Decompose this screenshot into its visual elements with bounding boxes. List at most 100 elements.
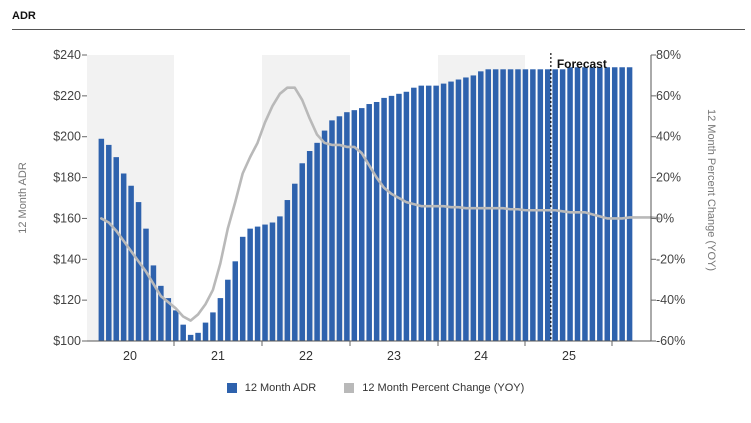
adr-bar — [500, 69, 506, 342]
forecast-label: Forecast — [557, 57, 607, 71]
adr-bar — [425, 85, 432, 341]
adr-bar — [403, 91, 410, 342]
adr-bar — [195, 332, 201, 341]
year-band-2 — [262, 55, 350, 341]
adr-bar — [158, 285, 164, 341]
legend-item-adr[interactable]: 12 Month ADR — [226, 382, 317, 394]
adr-bar — [582, 67, 588, 341]
x-tick-label: 24 — [474, 349, 488, 363]
adr-bar — [128, 185, 134, 341]
legend-label-adr: 12 Month ADR — [244, 382, 317, 394]
chart-legend: 12 Month ADR 12 Month Percent Change (YO… — [0, 382, 751, 394]
adr-bar — [225, 279, 231, 341]
adr-bar — [433, 85, 439, 341]
adr-bar — [113, 157, 119, 341]
adr-bar — [537, 69, 544, 342]
left-axis-title: 12 Month ADR — [17, 162, 29, 234]
right-tick-label: 0% — [656, 211, 674, 225]
adr-bar — [366, 104, 372, 341]
adr-bar — [314, 142, 320, 341]
adr-bar — [545, 69, 551, 342]
adr-bar — [254, 226, 261, 341]
right-tick-label: 60% — [656, 89, 681, 103]
adr-bar — [396, 93, 402, 341]
adr-bar — [559, 69, 566, 342]
left-tick-label: $100 — [53, 334, 81, 348]
adr-bar — [626, 67, 633, 341]
adr-bar — [217, 298, 224, 341]
left-tick-label: $140 — [53, 252, 81, 266]
adr-bar — [611, 67, 618, 341]
adr-bar — [120, 173, 127, 341]
adr-bar — [269, 222, 276, 341]
adr-bar — [262, 224, 268, 341]
adr-bar — [277, 216, 283, 341]
right-tick-label: -60% — [656, 334, 685, 348]
adr-bar — [373, 101, 380, 342]
right-tick-label: -20% — [656, 252, 685, 266]
adr-bar — [455, 79, 462, 341]
adr-bar — [106, 144, 112, 341]
x-tick-label: 21 — [211, 349, 225, 363]
adr-bar — [210, 312, 216, 341]
left-tick-label: $180 — [53, 171, 81, 185]
adr-bar — [478, 71, 484, 341]
adr-bar — [604, 67, 611, 341]
legend-swatch-bars — [226, 383, 237, 393]
adr-bar — [574, 67, 581, 341]
adr-bar — [381, 97, 387, 342]
adr-bar — [448, 81, 454, 341]
left-tick-label: $160 — [53, 211, 81, 225]
adr-bar — [530, 69, 536, 342]
x-tick-label: 22 — [299, 349, 313, 363]
adr-bar — [321, 130, 328, 341]
adr-bar — [135, 202, 142, 341]
adr-bar — [98, 138, 105, 341]
adr-bar — [150, 265, 157, 341]
adr-bar — [329, 120, 335, 342]
x-tick-label: 20 — [123, 349, 137, 363]
adr-bar — [202, 322, 209, 341]
header-divider — [12, 29, 745, 30]
legend-item-yoy[interactable]: 12 Month Percent Change (YOY) — [344, 382, 524, 394]
x-tick-label: 25 — [562, 349, 576, 363]
legend-label-yoy: 12 Month Percent Change (YOY) — [362, 382, 525, 394]
right-tick-label: 40% — [656, 130, 681, 144]
right-tick-label: 80% — [656, 48, 681, 62]
adr-bar — [567, 67, 573, 341]
adr-bar — [299, 163, 305, 341]
adr-bar — [522, 69, 529, 342]
left-tick-label: $120 — [53, 293, 81, 307]
adr-bar — [507, 69, 514, 342]
x-tick-label: 23 — [387, 349, 401, 363]
adr-bar — [492, 69, 499, 342]
adr-bar — [247, 228, 253, 341]
adr-bar — [232, 261, 239, 341]
adr-bar — [173, 310, 179, 341]
adr-bar — [292, 183, 298, 341]
adr-bar — [552, 69, 558, 342]
adr-bar — [515, 69, 521, 342]
adr-bar — [388, 95, 395, 341]
adr-bar — [239, 236, 246, 341]
adr-bar — [306, 151, 313, 341]
adr-bar — [619, 67, 625, 341]
adr-bar — [359, 108, 365, 341]
adr-bar — [165, 298, 172, 341]
adr-bar — [589, 67, 596, 341]
adr-bar — [284, 200, 291, 341]
adr-bar — [180, 324, 186, 341]
legend-swatch-line — [344, 383, 355, 393]
adr-bar — [411, 87, 417, 341]
left-tick-label: $240 — [53, 48, 81, 62]
page-title: ADR — [12, 10, 36, 22]
adr-bar — [418, 85, 425, 341]
adr-bar — [351, 110, 358, 341]
adr-bar — [485, 69, 491, 342]
adr-bar — [344, 112, 350, 341]
left-tick-label: $200 — [53, 130, 81, 144]
adr-bar — [597, 67, 603, 341]
right-tick-label: 20% — [656, 171, 681, 185]
right-tick-label: -40% — [656, 293, 685, 307]
